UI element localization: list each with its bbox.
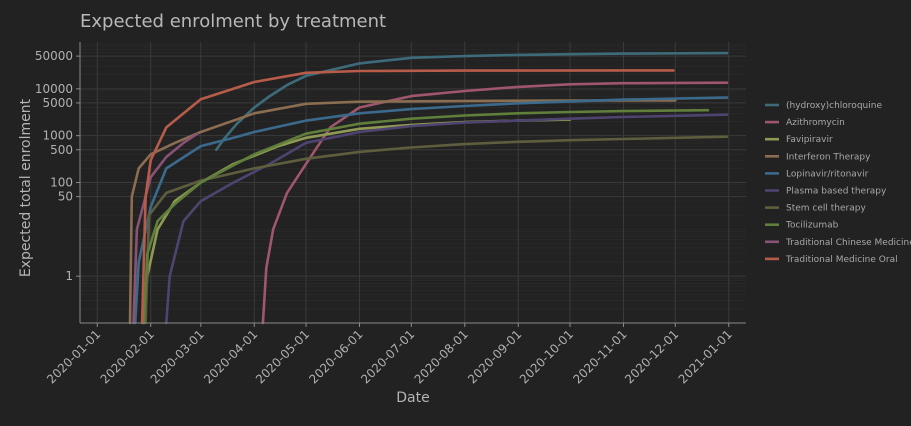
x-tick-label: 2020-12-01: [622, 327, 681, 386]
legend-label-1: Azithromycin: [786, 118, 845, 128]
y-tick-label: 5000: [42, 96, 73, 110]
x-tick-label: 2020-07-01: [358, 327, 417, 386]
series-line-6: [144, 135, 729, 325]
y-tick-label: 100: [50, 176, 73, 190]
y-tick-label: 1000: [42, 129, 73, 143]
x-tick-label: 2020-09-01: [465, 327, 524, 386]
legend-label-9: Traditional Medicine Oral: [785, 255, 898, 265]
series-line-8: [132, 132, 199, 325]
series-group: [128, 51, 729, 325]
y-tick-label: 10000: [35, 82, 73, 96]
legend-label-8: Traditional Chinese Medicine: [785, 238, 911, 248]
x-tick-label: 2020-01-01: [44, 327, 103, 386]
series-line-5: [165, 113, 729, 325]
x-ticks: 2020-01-012020-02-012020-03-012020-04-01…: [44, 323, 735, 386]
legend-label-7: Tocilizumab: [785, 221, 839, 231]
legend: (hydroxy)chloroquine Azithromycin Favipira…: [765, 101, 911, 265]
legend-label-5: Plasma based therapy: [786, 187, 887, 197]
y-tick-label: 50000: [35, 49, 73, 63]
y-tick-label: 500: [50, 143, 73, 157]
x-tick-label: 2021-01-01: [676, 327, 735, 386]
y-tick-label: 50: [58, 190, 73, 204]
series-line-9: [140, 69, 675, 325]
chart-title: Expected enrolment by treatment: [80, 11, 386, 32]
x-tick-label: 2020-06-01: [306, 327, 365, 386]
series-line-4: [133, 96, 729, 325]
y-tick-label: 1: [65, 269, 73, 283]
y-axis-title: Expected total enrolment: [18, 98, 34, 277]
x-tick-label: 2020-04-01: [201, 327, 260, 386]
x-tick-label: 2020-10-01: [517, 327, 576, 386]
legend-label-3: Interferon Therapy: [786, 152, 871, 162]
x-tick-label: 2020-08-01: [412, 327, 471, 386]
series-line-0: [215, 51, 729, 152]
series-line-7: [142, 108, 710, 325]
legend-label-2: Favipiravir: [786, 135, 833, 145]
legend-label-4: Lopinavir/ritonavir: [786, 169, 869, 179]
series-line-1: [261, 81, 729, 325]
x-tick-label: 2020-05-01: [253, 327, 312, 386]
x-axis-title: Date: [396, 390, 429, 406]
x-tick-label: 2020-11-01: [570, 327, 629, 386]
legend-label-6: Stem cell therapy: [786, 204, 866, 214]
grid: [80, 42, 746, 324]
legend-label-0: (hydroxy)chloroquine: [786, 101, 882, 111]
x-tick-label: 2020-03-01: [148, 327, 207, 386]
series-line-3: [128, 99, 677, 325]
